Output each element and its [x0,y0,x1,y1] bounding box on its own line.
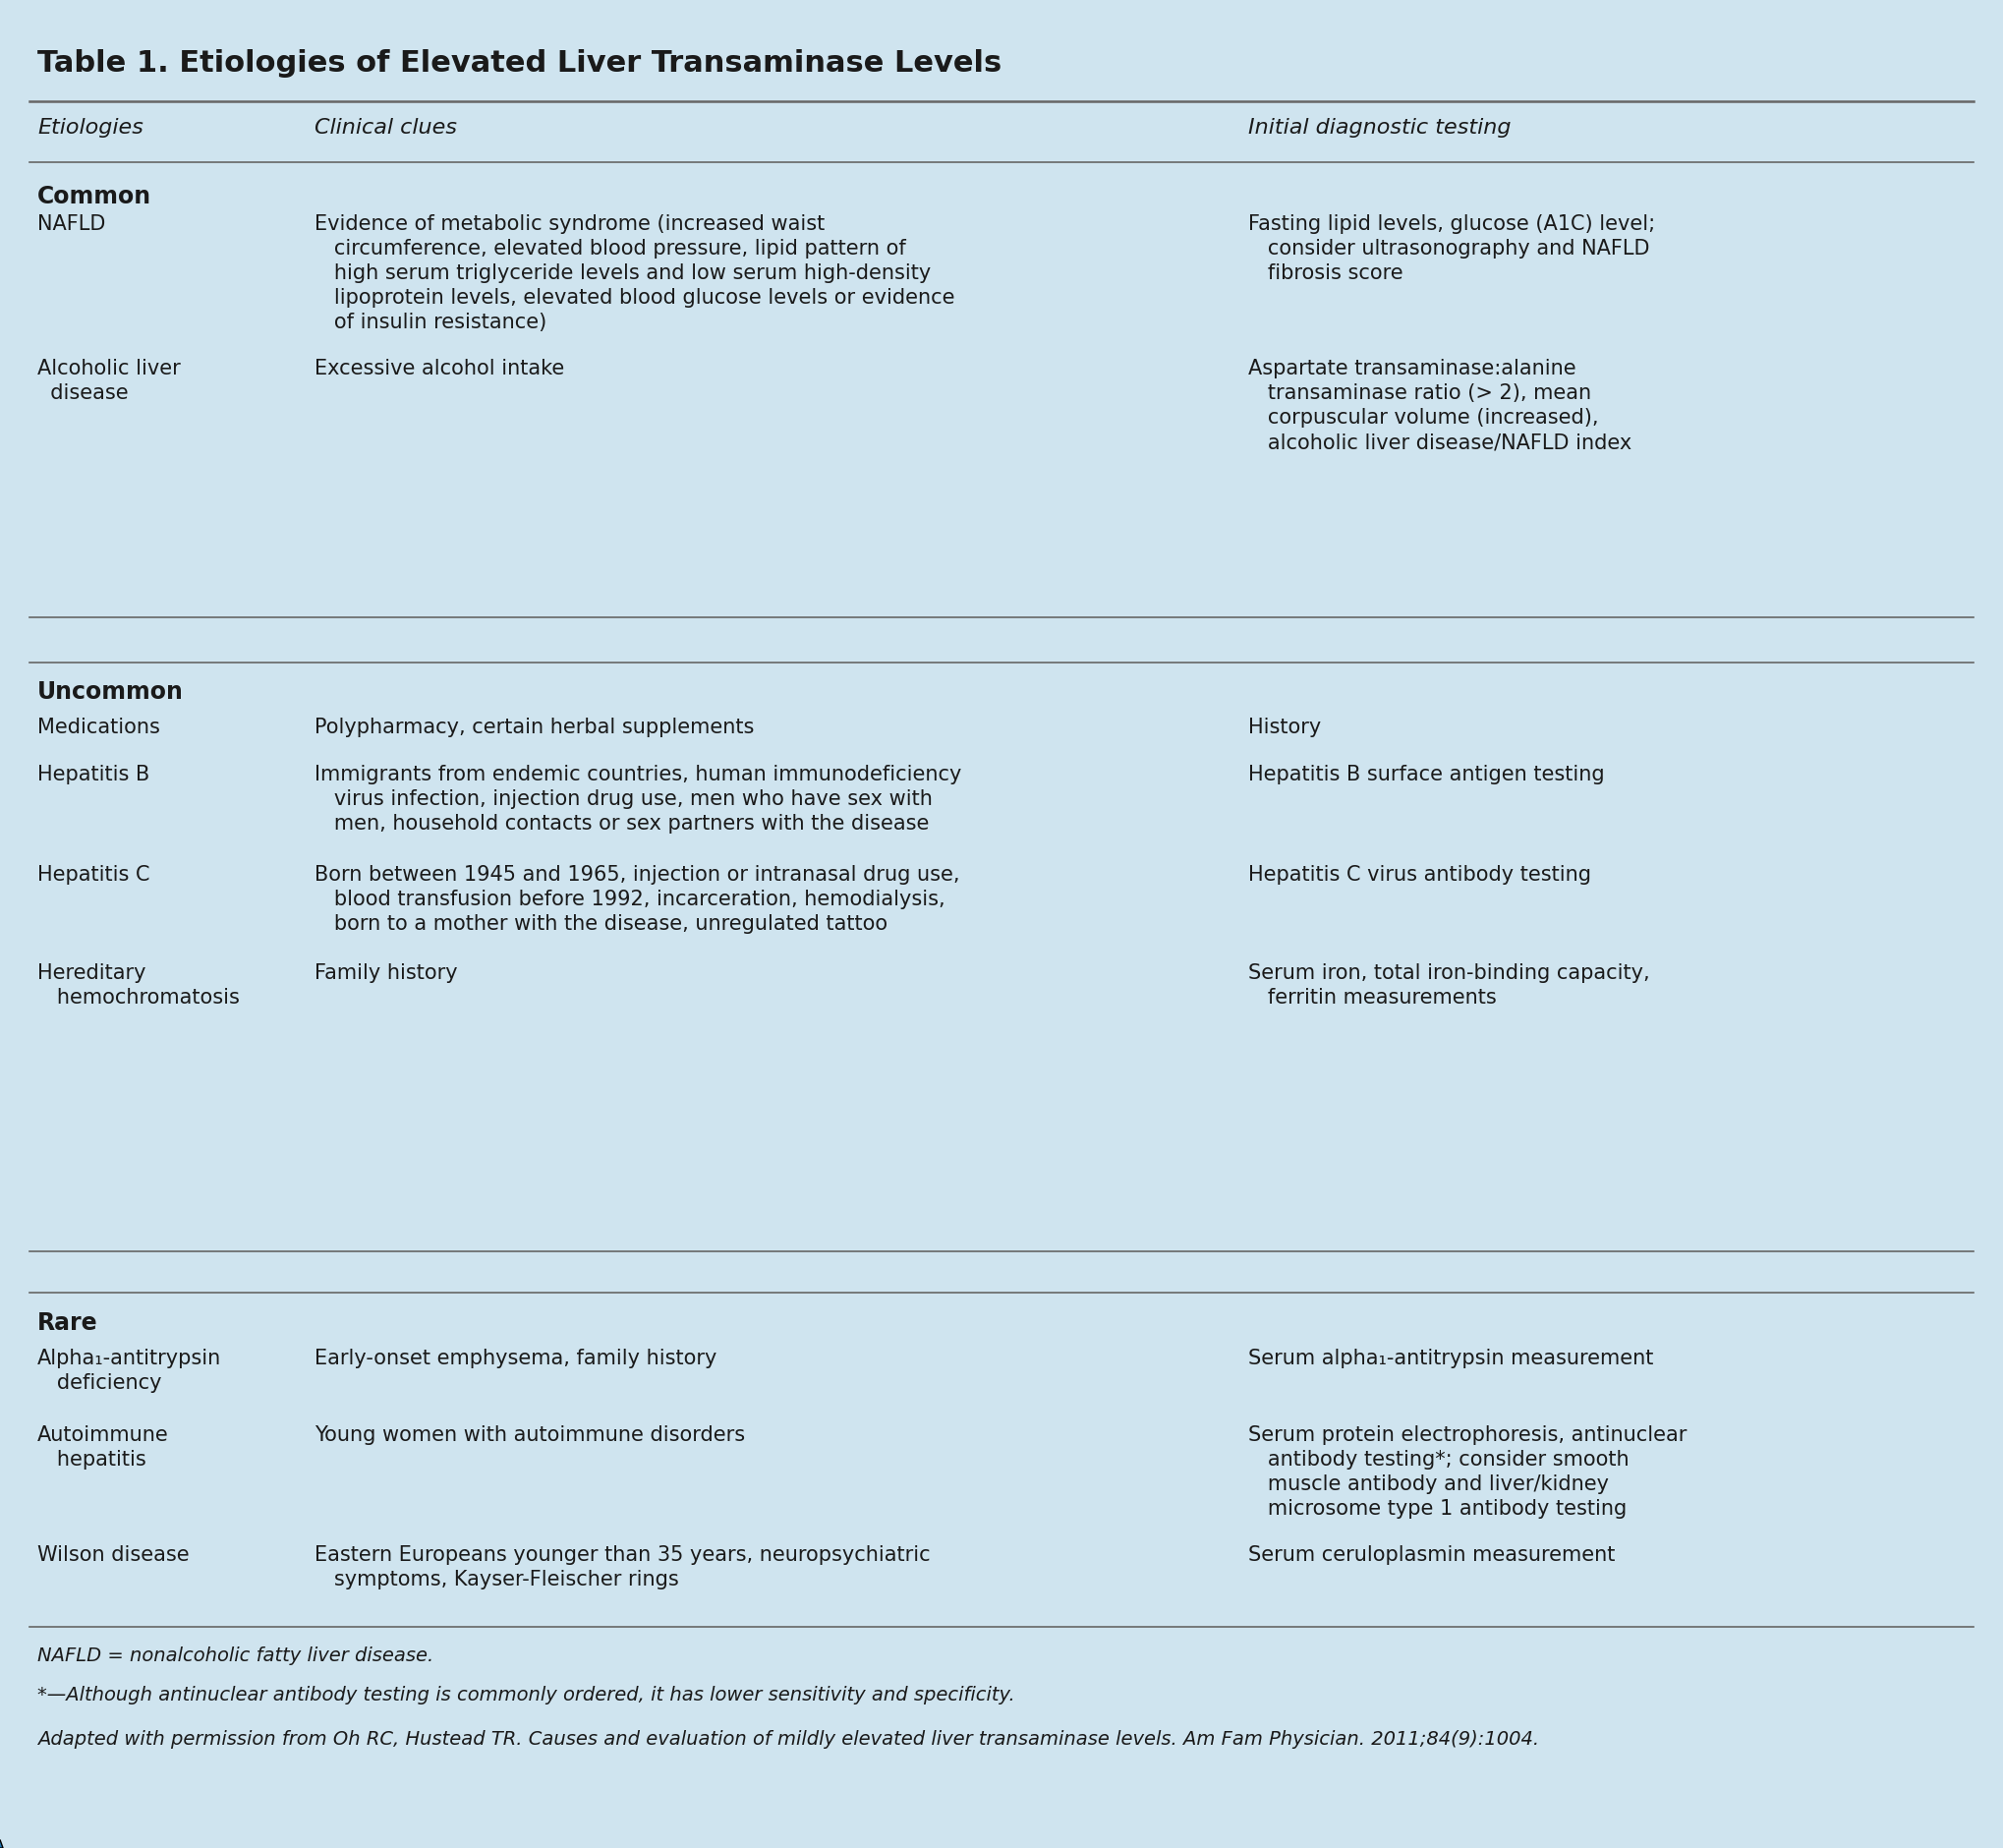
Text: Uncommon: Uncommon [38,680,184,704]
Text: Initial diagnostic testing: Initial diagnostic testing [1248,118,1510,137]
Text: Alcoholic liver: Alcoholic liver [38,359,180,379]
Text: Young women with autoimmune disorders: Young women with autoimmune disorders [314,1425,745,1445]
Text: Aspartate transaminase:alanine: Aspartate transaminase:alanine [1248,359,1576,379]
Text: Rare: Rare [38,1312,98,1334]
Text: Hepatitis C: Hepatitis C [38,865,150,885]
Text: muscle antibody and liver/kidney: muscle antibody and liver/kidney [1248,1475,1608,1495]
Text: ferritin measurements: ferritin measurements [1248,989,1496,1007]
Text: consider ultrasonography and NAFLD: consider ultrasonography and NAFLD [1248,238,1650,259]
Text: Early-onset emphysema, family history: Early-onset emphysema, family history [314,1349,717,1368]
Text: fibrosis score: fibrosis score [1248,264,1404,283]
Text: microsome type 1 antibody testing: microsome type 1 antibody testing [1248,1499,1626,1519]
Text: blood transfusion before 1992, incarceration, hemodialysis,: blood transfusion before 1992, incarcera… [314,889,945,909]
Text: *—Although antinuclear antibody testing is commonly ordered, it has lower sensit: *—Although antinuclear antibody testing … [38,1685,1016,1704]
Text: Etiologies: Etiologies [38,118,144,137]
Text: alcoholic liver disease/NAFLD index: alcoholic liver disease/NAFLD index [1248,432,1632,453]
Text: Medications: Medications [38,717,160,737]
Text: symptoms, Kayser-Fleischer rings: symptoms, Kayser-Fleischer rings [314,1569,679,1589]
Text: Immigrants from endemic countries, human immunodeficiency: Immigrants from endemic countries, human… [314,765,961,784]
Text: Common: Common [38,185,152,209]
Text: Serum iron, total iron-binding capacity,: Serum iron, total iron-binding capacity, [1248,963,1650,983]
Text: NAFLD = nonalcoholic fatty liver disease.: NAFLD = nonalcoholic fatty liver disease… [38,1647,435,1665]
Text: lipoprotein levels, elevated blood glucose levels or evidence: lipoprotein levels, elevated blood gluco… [314,288,955,307]
Text: Autoimmune: Autoimmune [38,1425,168,1445]
Text: circumference, elevated blood pressure, lipid pattern of: circumference, elevated blood pressure, … [314,238,905,259]
Text: Serum alpha₁-antitrypsin measurement: Serum alpha₁-antitrypsin measurement [1248,1349,1654,1368]
Text: Hepatitis B: Hepatitis B [38,765,150,784]
Text: Serum protein electrophoresis, antinuclear: Serum protein electrophoresis, antinucle… [1248,1425,1687,1445]
Text: of insulin resistance): of insulin resistance) [314,312,547,333]
Text: Hepatitis B surface antigen testing: Hepatitis B surface antigen testing [1248,765,1604,784]
Text: Adapted with permission from Oh RC, Hustead TR. Causes and evaluation of mildly : Adapted with permission from Oh RC, Hust… [38,1730,1538,1748]
Text: virus infection, injection drug use, men who have sex with: virus infection, injection drug use, men… [314,789,933,809]
Text: NAFLD: NAFLD [38,214,106,235]
Text: Serum ceruloplasmin measurement: Serum ceruloplasmin measurement [1248,1545,1614,1565]
Text: Polypharmacy, certain herbal supplements: Polypharmacy, certain herbal supplements [314,717,755,737]
Text: History: History [1248,717,1322,737]
Text: Table 1. Etiologies of Elevated Liver Transaminase Levels: Table 1. Etiologies of Elevated Liver Tr… [38,50,1002,78]
Text: Excessive alcohol intake: Excessive alcohol intake [314,359,565,379]
Text: Fasting lipid levels, glucose (A1C) level;: Fasting lipid levels, glucose (A1C) leve… [1248,214,1654,235]
Text: deficiency: deficiency [38,1373,162,1393]
Text: high serum triglyceride levels and low serum high-density: high serum triglyceride levels and low s… [314,264,931,283]
Text: antibody testing*; consider smooth: antibody testing*; consider smooth [1248,1451,1628,1469]
Text: Hereditary: Hereditary [38,963,146,983]
Text: hepatitis: hepatitis [38,1451,146,1469]
Text: born to a mother with the disease, unregulated tattoo: born to a mother with the disease, unreg… [314,915,887,933]
Text: transaminase ratio (> 2), mean: transaminase ratio (> 2), mean [1248,383,1590,403]
Text: corpuscular volume (increased),: corpuscular volume (increased), [1248,408,1598,427]
Text: Wilson disease: Wilson disease [38,1545,190,1565]
Text: Born between 1945 and 1965, injection or intranasal drug use,: Born between 1945 and 1965, injection or… [314,865,959,885]
Text: hemochromatosis: hemochromatosis [38,989,240,1007]
Text: Evidence of metabolic syndrome (increased waist: Evidence of metabolic syndrome (increase… [314,214,825,235]
Text: men, household contacts or sex partners with the disease: men, household contacts or sex partners … [314,813,929,833]
Text: Family history: Family history [314,963,457,983]
Text: disease: disease [38,383,128,403]
Text: Clinical clues: Clinical clues [314,118,457,137]
Text: Hepatitis C virus antibody testing: Hepatitis C virus antibody testing [1248,865,1590,885]
Text: Alpha₁-antitrypsin: Alpha₁-antitrypsin [38,1349,222,1368]
Text: Eastern Europeans younger than 35 years, neuropsychiatric: Eastern Europeans younger than 35 years,… [314,1545,929,1565]
